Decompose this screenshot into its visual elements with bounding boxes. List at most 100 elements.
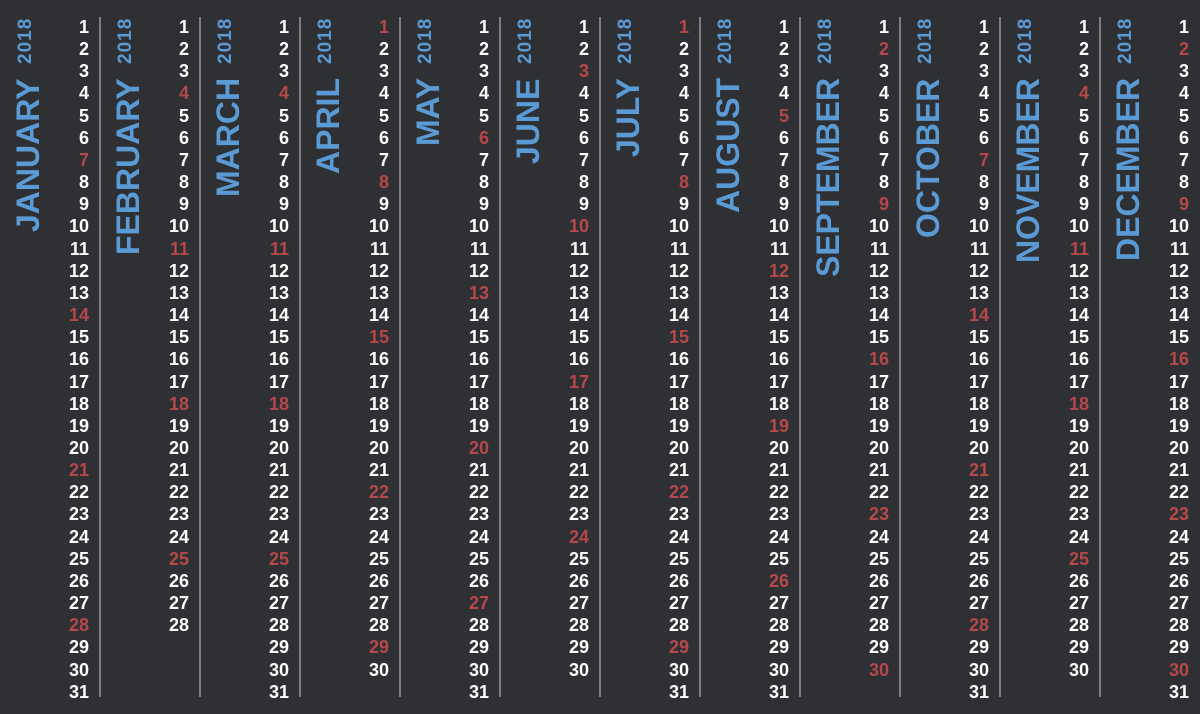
day-date: 15 (968, 327, 989, 348)
month-column-june: JUNE 2018 1 2 3 4 5 6 7 8 9 10 11 12 13 14 15 16 17 18 19 20 2… (499, 0, 600, 714)
sunday-date: 24 (568, 526, 589, 547)
month-column-december: DECEMBER 2018 1 2 3 4 5 6 7 8 9 10 11 12 13 14 15 16 17 18 1… (1099, 0, 1200, 714)
year-label: 2018 (115, 18, 136, 65)
year-label: 2018 (1115, 18, 1136, 65)
day-date: 25 (868, 548, 889, 569)
day-date: 18 (568, 393, 589, 414)
sunday-date: 25 (268, 548, 289, 569)
day-date: 17 (868, 371, 889, 392)
day-date: 7 (178, 149, 189, 170)
day-date: 9 (1078, 194, 1089, 215)
day-date: 20 (668, 437, 689, 458)
day-date: 24 (68, 526, 89, 547)
sunday-date: 16 (868, 349, 889, 370)
day-date: 13 (1168, 282, 1189, 303)
sunday-date: 13 (468, 282, 489, 303)
sunday-date: 28 (968, 615, 989, 636)
day-date: 13 (768, 282, 789, 303)
day-date: 9 (578, 194, 589, 215)
sunday-date: 18 (1068, 393, 1089, 414)
day-list: 1 2 3 4 5 6 7 8 9 10 11 12 13 14 15 16 17 18 19 20 21 22 23 24 2… (969, 16, 989, 703)
day-date: 8 (1178, 172, 1189, 193)
day-date: 17 (968, 371, 989, 392)
day-date: 30 (468, 659, 489, 680)
day-date: 3 (78, 61, 89, 82)
day-date: 21 (868, 460, 889, 481)
day-date: 28 (368, 615, 389, 636)
day-date: 20 (1168, 437, 1189, 458)
day-list: 1 2 3 4 5 6 7 8 9 10 11 12 13 14 15 16 17 18 19 20 21 22 23 24 2… (869, 16, 889, 681)
day-date: 4 (478, 83, 489, 104)
day-date: 5 (478, 105, 489, 126)
day-date: 21 (368, 460, 389, 481)
day-date: 29 (568, 637, 589, 658)
day-date: 14 (168, 305, 189, 326)
day-date: 2 (278, 39, 289, 60)
month-name: APRIL (310, 78, 346, 175)
day-date: 23 (768, 504, 789, 525)
day-date: 29 (968, 637, 989, 658)
day-date: 22 (468, 482, 489, 503)
day-date: 11 (469, 238, 489, 259)
sunday-date: 17 (568, 371, 589, 392)
sunday-date: 23 (868, 504, 889, 525)
day-date: 19 (68, 415, 89, 436)
day-date: 6 (78, 127, 89, 148)
day-date: 8 (778, 172, 789, 193)
day-date: 15 (868, 327, 889, 348)
sunday-date: 25 (1068, 548, 1089, 569)
day-date: 6 (178, 127, 189, 148)
month-header: AUGUST 2018 (710, 18, 746, 348)
day-date: 25 (968, 548, 989, 569)
day-date: 28 (768, 615, 789, 636)
day-date: 8 (1078, 172, 1089, 193)
day-date: 17 (68, 371, 89, 392)
sunday-date: 21 (68, 460, 89, 481)
day-date: 23 (368, 504, 389, 525)
day-date: 23 (568, 504, 589, 525)
day-date: 3 (1178, 61, 1189, 82)
month-column-may: MAY 2018 1 2 3 4 5 6 7 8 9 10 11 12 13 14 15 16 17 18 19 20 21… (399, 0, 500, 714)
day-date: 2 (978, 39, 989, 60)
day-date: 13 (68, 282, 89, 303)
year-label: 2018 (1015, 18, 1036, 65)
day-date: 22 (568, 482, 589, 503)
day-list: 1 2 3 4 5 6 7 8 9 10 11 12 13 14 15 16 17 18 19 20 21 22 23 24 2… (369, 16, 389, 681)
day-date: 12 (168, 260, 189, 281)
day-date: 16 (68, 349, 89, 370)
day-date: 16 (268, 349, 289, 370)
month-column-october: OCTOBER 2018 1 2 3 4 5 6 7 8 9 10 11 12 13 14 15 16 17 18 19… (899, 0, 1000, 714)
day-date: 1 (278, 17, 289, 37)
sunday-date: 9 (878, 194, 889, 215)
sunday-date: 12 (768, 260, 789, 281)
day-date: 10 (668, 216, 689, 237)
day-date: 29 (1068, 637, 1089, 658)
day-date: 21 (768, 460, 789, 481)
month-name: JANUARY (10, 78, 46, 232)
day-date: 11 (369, 238, 389, 259)
day-date: 20 (68, 437, 89, 458)
day-date: 5 (578, 105, 589, 126)
month-column-september: SEPTEMBER 2018 1 2 3 4 5 6 7 8 9 10 11 12 13 14 15 16 17 18… (799, 0, 900, 714)
day-date: 30 (68, 659, 89, 680)
day-date: 12 (868, 260, 889, 281)
month-name: SEPTEMBER (810, 78, 846, 278)
day-date: 8 (478, 172, 489, 193)
month-header: MARCH 2018 (210, 18, 246, 348)
day-date: 6 (878, 127, 889, 148)
day-date: 17 (168, 371, 189, 392)
sunday-date: 7 (978, 149, 989, 170)
day-date: 16 (568, 349, 589, 370)
day-date: 18 (768, 393, 789, 414)
day-date: 22 (1168, 482, 1189, 503)
day-date: 10 (168, 216, 189, 237)
day-date: 9 (678, 194, 689, 215)
day-date: 19 (268, 415, 289, 436)
day-date: 4 (678, 83, 689, 104)
column-divider (399, 17, 401, 697)
day-date: 17 (468, 371, 489, 392)
day-list: 1 2 3 4 5 6 7 8 9 10 11 12 13 14 15 16 17 18 19 20 21 22 23 24 2… (469, 16, 489, 703)
month-header: JANUARY 2018 (10, 18, 46, 348)
day-date: 16 (468, 349, 489, 370)
column-divider (999, 17, 1001, 697)
